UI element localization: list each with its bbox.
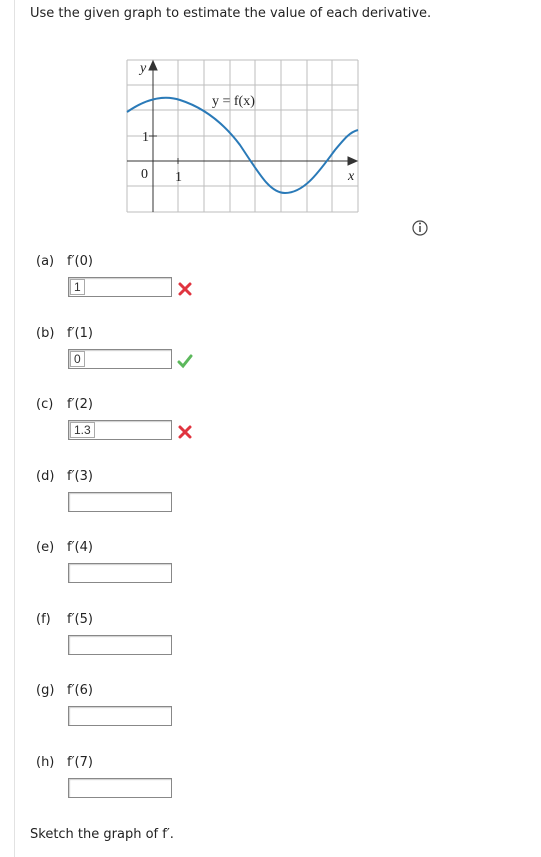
part-label: (d) [36,468,55,484]
part-expression: f′(4) [67,540,93,555]
part-label: (e) [36,540,55,555]
answer-value: 1.3 [70,422,95,438]
info-icon[interactable] [412,220,428,236]
part-label: (c) [36,397,54,412]
graph-grid [126,59,359,213]
part-expression: f′(5) [67,611,93,627]
y-axis-label: y [138,61,147,76]
incorrect-icon [178,425,192,439]
answer-value: 0 [70,350,85,367]
part-label: (a) [36,254,55,269]
answer-input[interactable]: 1 [68,277,172,297]
answer-input[interactable] [68,706,172,726]
answer-input[interactable] [68,491,172,512]
origin-label: 0 [141,167,148,182]
curve [126,96,359,195]
curve-label: y = f(x) [212,94,255,109]
incorrect-icon [178,282,192,296]
part-expression: f′(6) [67,683,93,698]
part-expression: f′(0) [67,254,93,269]
answer-input[interactable] [68,563,172,583]
answer-input[interactable]: 0 [68,348,172,369]
part-expression: f′(7) [67,754,93,770]
part-label: (h) [36,754,55,770]
answer-value: 1 [70,279,85,295]
graph: y x y = f(x) 0 1 1 [126,59,428,236]
x-axis-label: x [347,169,355,184]
axes [127,59,359,212]
answer-input[interactable] [68,634,172,655]
y-tick-label: 1 [142,130,149,145]
x-tick-label: 1 [175,170,182,185]
part-expression: f′(1) [67,325,93,341]
part-label: (f) [36,611,51,627]
answer-input[interactable]: 1.3 [68,420,172,440]
correct-icon [177,354,193,368]
instruction: Use the given graph to estimate the valu… [30,6,432,21]
footer: Sketch the graph of f′. [30,827,174,842]
part-label: (b) [36,325,55,341]
part-expression: f′(2) [67,397,93,412]
left-border [14,0,15,857]
answer-input[interactable] [68,777,172,798]
part-label: (g) [36,683,55,698]
part-expression: f′(3) [67,468,93,484]
